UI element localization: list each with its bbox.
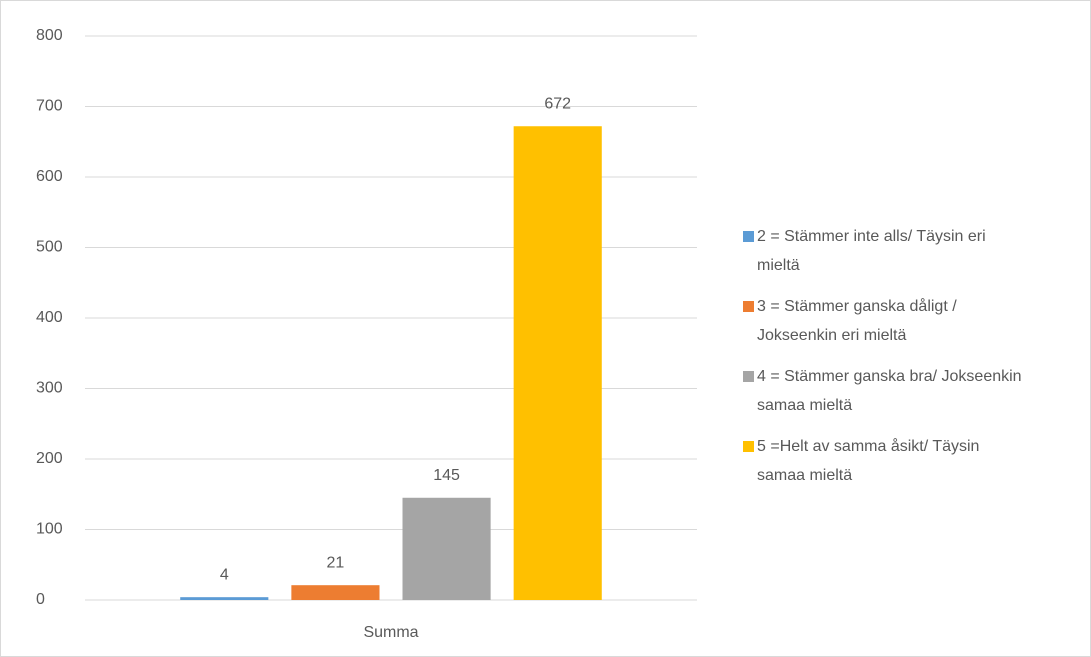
legend-swatch <box>743 301 754 312</box>
legend-item: 3 = Stämmer ganska dåligt / Jokseenkin e… <box>743 292 1043 350</box>
legend: 2 = Stämmer inte alls/ Täysin eri mieltä… <box>743 222 1043 502</box>
data-label: 672 <box>544 95 571 112</box>
y-tick-label: 500 <box>36 239 63 256</box>
legend-swatch <box>743 371 754 382</box>
bar <box>180 597 269 600</box>
legend-swatch <box>743 231 754 242</box>
legend-swatch <box>743 441 754 452</box>
y-tick-label: 700 <box>36 98 63 115</box>
y-tick-label: 0 <box>36 591 45 608</box>
data-label: 21 <box>327 554 345 571</box>
legend-label: 2 = Stämmer inte alls/ Täysin eri mieltä <box>757 228 986 274</box>
data-label: 4 <box>220 566 229 583</box>
y-tick-label: 800 <box>36 27 63 44</box>
y-tick-label: 100 <box>36 521 63 538</box>
y-tick-label: 400 <box>36 309 63 326</box>
x-tick-label: Summa <box>363 624 418 641</box>
legend-label: 4 = Stämmer ganska bra/ Jokseenkin samaa… <box>757 368 1022 414</box>
bar <box>291 585 380 600</box>
legend-item: 5 =Helt av samma åsikt/ Täysin samaa mie… <box>743 432 1043 490</box>
data-label: 145 <box>433 467 460 484</box>
bar <box>402 497 491 600</box>
legend-item: 4 = Stämmer ganska bra/ Jokseenkin samaa… <box>743 362 1043 420</box>
y-tick-label: 300 <box>36 380 63 397</box>
y-tick-label: 600 <box>36 168 63 185</box>
legend-label: 3 = Stämmer ganska dåligt / Jokseenkin e… <box>757 298 957 344</box>
bar <box>513 126 602 601</box>
legend-item: 2 = Stämmer inte alls/ Täysin eri mieltä <box>743 222 1043 280</box>
legend-label: 5 =Helt av samma åsikt/ Täysin samaa mie… <box>757 438 980 484</box>
y-tick-label: 200 <box>36 450 63 467</box>
